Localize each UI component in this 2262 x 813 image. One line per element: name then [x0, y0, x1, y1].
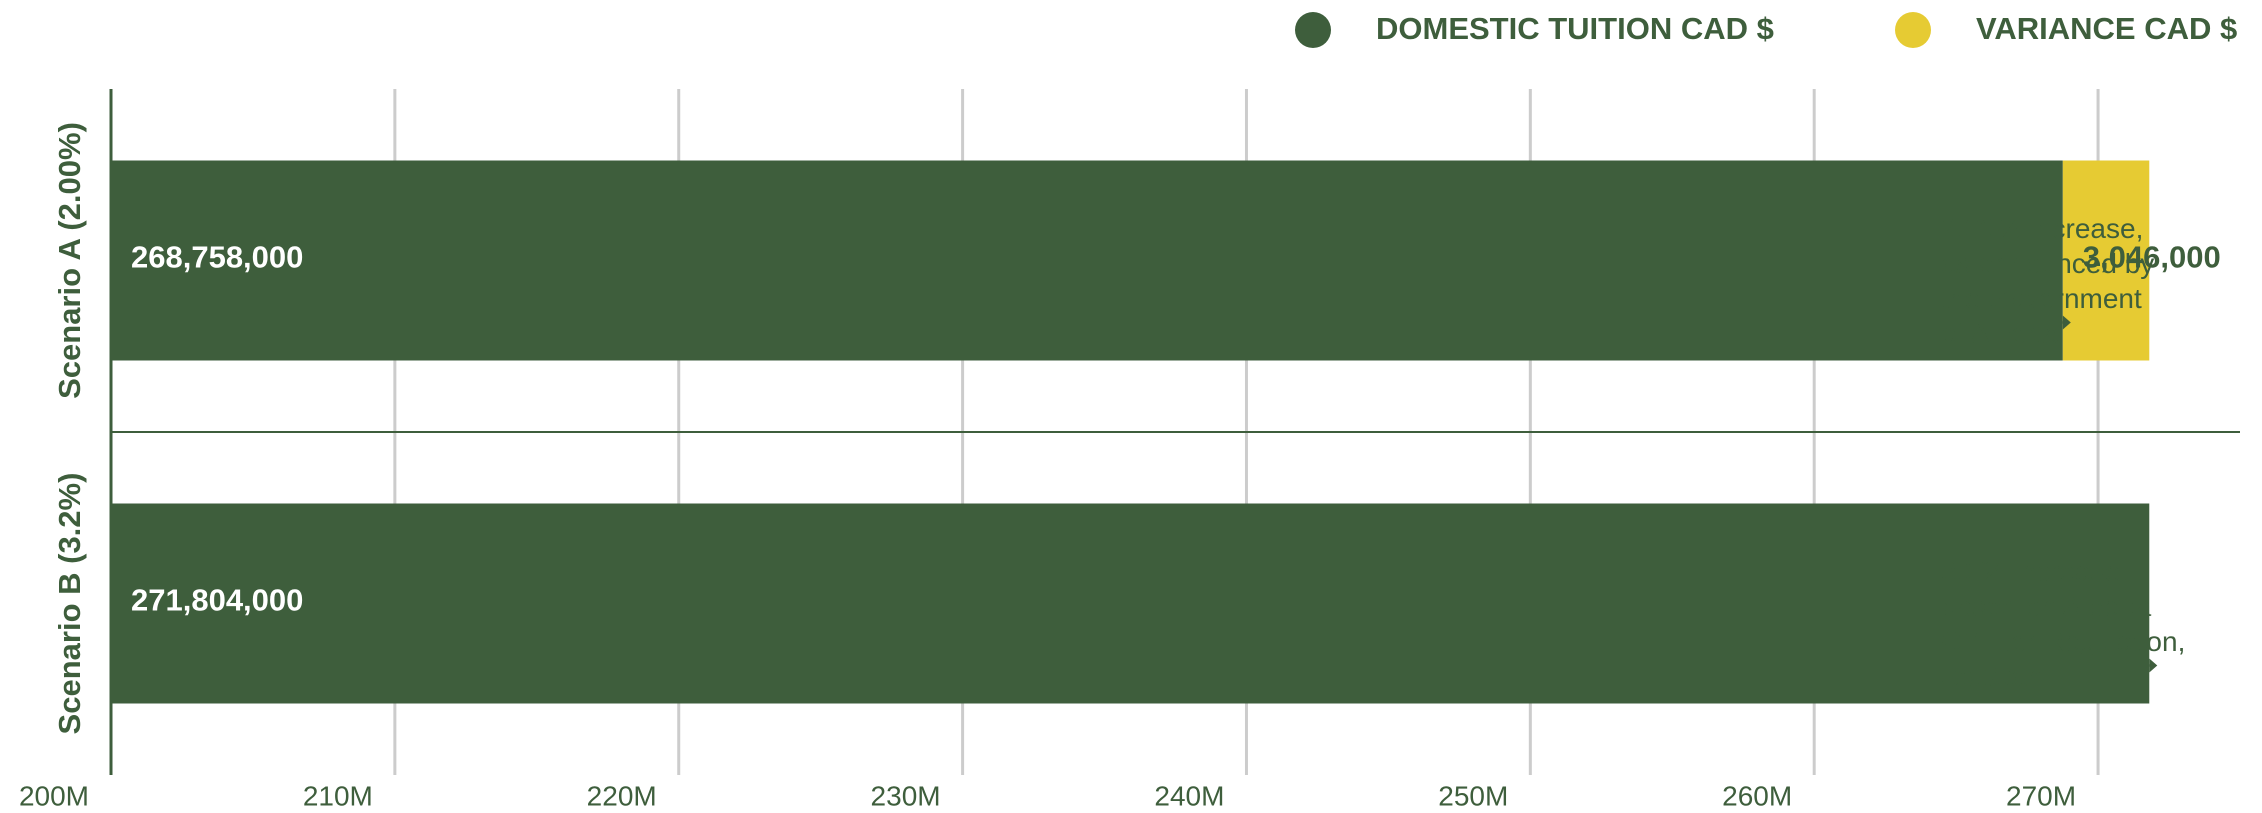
x-tick-label: 200M	[19, 780, 89, 811]
bar	[111, 503, 2150, 704]
x-tick-label: 230M	[871, 780, 941, 811]
annotation-text: the Government	[1941, 283, 2142, 314]
bar	[111, 160, 2063, 361]
annotation-text: as announced by	[1941, 248, 2154, 279]
annotation-text: 3.2% Increase	[1941, 556, 2120, 587]
x-tick-label: 270M	[2006, 780, 2076, 811]
legend-swatch	[1295, 12, 1331, 48]
x-tick-label: 210M	[303, 780, 373, 811]
y-category-label: Scenario B (3.2%)	[52, 473, 87, 735]
annotation-arrow	[2149, 658, 2158, 673]
legend-label: VARIANCE CAD $	[1976, 11, 2237, 46]
y-category-label: Scenario A (2.00%)	[52, 122, 87, 399]
data-label: 3,046,000	[2083, 240, 2221, 275]
annotation-text: 2.00% Increase,	[1941, 213, 2143, 244]
annotation-arrow	[2062, 315, 2071, 330]
x-tick-label: 220M	[587, 780, 657, 811]
bar	[2062, 160, 2150, 361]
x-tick-label: 260M	[1722, 780, 1792, 811]
annotation-text: of Alberta	[1941, 318, 2060, 349]
legend-swatch	[1895, 12, 1931, 48]
annotation-text: StatCan	[1941, 661, 2042, 692]
data-label: 268,758,000	[131, 240, 303, 275]
annotation-text: based on Alberta	[1941, 591, 2152, 622]
x-tick-label: 240M	[1154, 780, 1224, 811]
annotation-text: CPI per Regulation,	[1941, 626, 2185, 657]
data-label: 271,804,000	[131, 583, 303, 618]
legend-label: DOMESTIC TUITION CAD $	[1376, 11, 1774, 46]
x-tick-label: 250M	[1438, 780, 1508, 811]
